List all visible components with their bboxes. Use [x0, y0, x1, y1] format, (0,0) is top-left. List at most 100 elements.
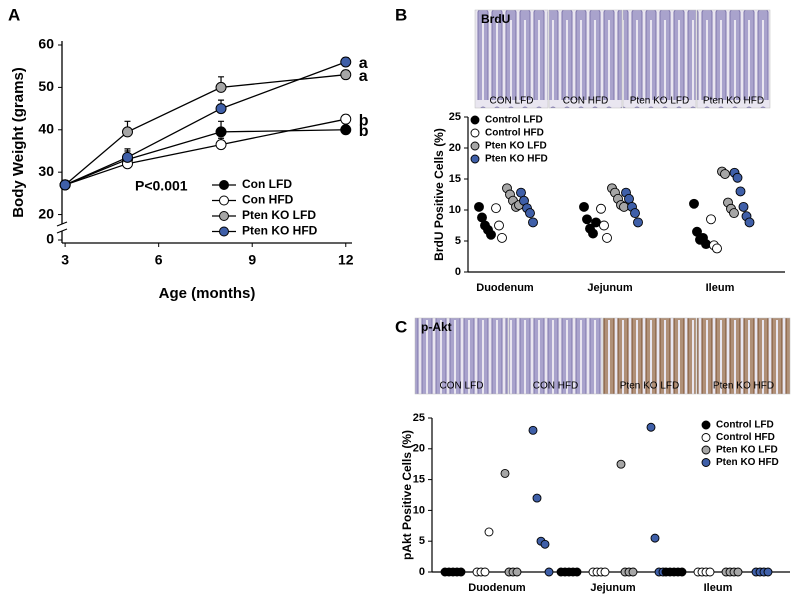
histology-image [414, 317, 509, 395]
histology-image [696, 317, 791, 395]
data-point [602, 232, 612, 243]
data-point [650, 533, 660, 543]
histology-image [696, 9, 771, 109]
end-label: b [359, 112, 369, 129]
y-tick-label: 0 [455, 266, 461, 278]
y-tick-label: 25 [449, 111, 461, 123]
marker [340, 56, 352, 68]
marker [121, 151, 133, 163]
marker [215, 126, 227, 138]
data-point [733, 567, 743, 577]
y-tick-label: 10 [413, 504, 425, 516]
histology-image [508, 317, 603, 395]
image-caption: CON HFD [563, 96, 609, 107]
legend-marker [701, 445, 711, 455]
data-point [596, 203, 606, 214]
data-point [484, 527, 494, 537]
y-tick-label: 15 [449, 173, 461, 185]
legend-label: Pten KO LFD [242, 208, 316, 222]
data-point [486, 229, 496, 240]
data-point [582, 214, 592, 225]
data-point [525, 208, 535, 219]
data-point [480, 567, 490, 577]
data-point [712, 243, 722, 254]
data-point [689, 198, 699, 209]
marker [340, 69, 352, 81]
y-tick-label: 10 [449, 204, 461, 216]
legend-label: Control LFD [716, 420, 774, 431]
legend-marker [219, 195, 229, 206]
y-tick-label: 30 [38, 163, 54, 179]
series-line [64, 61, 346, 186]
legend-label: Con LFD [242, 177, 292, 191]
y-tick-label: 20 [413, 443, 425, 455]
data-point [706, 214, 716, 225]
legend-label: Pten KO HFD [242, 224, 318, 238]
x-tick-label: 6 [155, 252, 163, 268]
x-tick-label: Jejunum [587, 282, 632, 294]
y-axis-label: BrdU Positive Cells (%) [432, 128, 446, 261]
y-tick-label: 15 [413, 474, 425, 486]
marker [215, 139, 227, 151]
legend-label: Con HFD [242, 193, 294, 207]
data-point [588, 228, 598, 239]
histology-image [474, 9, 549, 109]
data-point [528, 217, 538, 228]
marker [215, 81, 227, 93]
y-tick-label: 20 [38, 205, 54, 221]
data-point [600, 567, 610, 577]
x-tick-label: Jejunum [590, 582, 635, 594]
data-point [732, 172, 743, 183]
legend-marker [701, 420, 711, 430]
data-point [630, 208, 640, 219]
y-tick-label: 60 [38, 36, 54, 52]
data-point [544, 567, 554, 577]
y-tick-label: 0 [419, 566, 425, 578]
data-point [628, 567, 638, 577]
y-tick-label: 25 [413, 412, 425, 424]
data-point [512, 567, 522, 577]
data-point [744, 217, 755, 228]
end-label: b [359, 123, 369, 140]
data-point [633, 217, 643, 228]
x-tick-label: Duodenum [468, 582, 526, 594]
y-tick-label: 50 [38, 78, 54, 94]
data-point [763, 567, 773, 577]
data-point [720, 169, 730, 179]
data-point [500, 468, 510, 478]
data-point [701, 239, 711, 250]
data-point [497, 232, 507, 243]
y-tick-label: 5 [455, 235, 461, 247]
panel-label: C [395, 317, 407, 336]
x-tick-label: Ileum [704, 582, 733, 594]
series-line [64, 74, 346, 186]
marker [340, 124, 352, 136]
legend-marker [470, 128, 480, 138]
series-line [64, 129, 346, 186]
marker [215, 103, 227, 115]
legend-marker [470, 154, 480, 164]
data-point [729, 208, 739, 219]
data-point [646, 422, 656, 432]
data-point [540, 539, 550, 549]
legend-label: Pten KO LFD [716, 445, 778, 456]
axis-break [56, 221, 68, 234]
data-point [456, 567, 466, 577]
data-point [532, 493, 542, 503]
data-point [474, 201, 484, 212]
data-point [491, 203, 501, 214]
legend-label: Control HFD [485, 128, 544, 139]
x-tick-label: 12 [338, 252, 354, 268]
y-tick-label: 0 [46, 231, 54, 247]
image-caption: Pten KO HFD [703, 96, 764, 107]
legend-label: Pten KO LFD [485, 141, 547, 152]
image-caption: Pten KO LFD [620, 381, 679, 392]
data-point [738, 201, 749, 212]
image-caption: Pten KO HFD [713, 381, 774, 392]
image-caption: CON LFD [490, 96, 534, 107]
x-tick-label: Duodenum [476, 282, 534, 294]
data-point [735, 186, 746, 197]
series-line [64, 118, 346, 186]
